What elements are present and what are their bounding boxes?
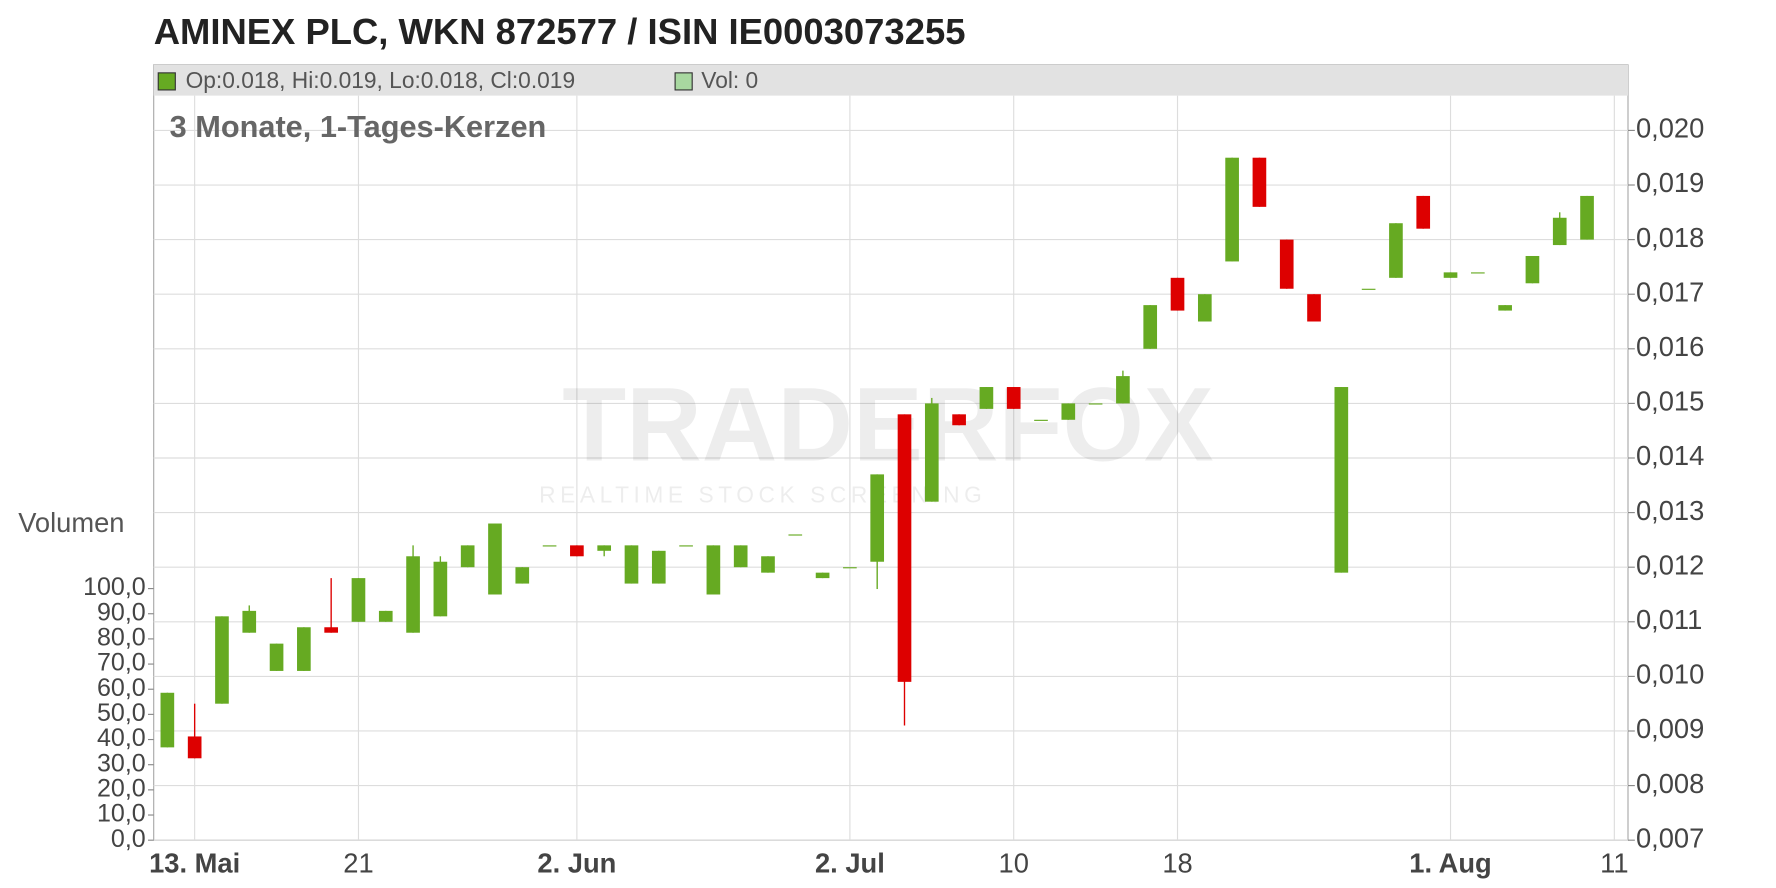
y2-tick-label: 0,0 — [111, 825, 146, 853]
legend-swatch-price — [157, 72, 176, 91]
candle-body — [1006, 387, 1021, 409]
legend-entry: Op:0.018, Hi:0.019, Lo:0.018, Cl:0.019 — [186, 67, 576, 93]
candle-body — [1225, 157, 1239, 262]
candle-body — [679, 545, 693, 547]
candle-body — [706, 545, 721, 595]
candle-body — [324, 627, 338, 633]
y-tick-label: 0,007 — [1636, 822, 1704, 853]
candle-body — [597, 545, 612, 551]
candle-body — [542, 545, 557, 547]
x-tick-label: 21 — [343, 847, 373, 878]
y-tick-label: 0,009 — [1636, 713, 1704, 744]
candle-body — [1525, 255, 1540, 284]
candle-body — [297, 627, 311, 671]
candle-body — [488, 523, 502, 595]
y2-tick-label: 100,0 — [83, 573, 146, 601]
candle-body — [378, 610, 393, 622]
y2-tick-label: 70,0 — [97, 649, 146, 677]
watermark-sub: REALTIME STOCK SCREENING — [539, 481, 986, 507]
y-tick-label: 0,013 — [1636, 495, 1704, 526]
candle-body — [406, 556, 420, 633]
candle-body — [433, 561, 448, 617]
candle-body — [1143, 305, 1158, 349]
candle-body — [1197, 294, 1212, 322]
y-tick-label: 0,011 — [1636, 604, 1702, 635]
x-tick-label: 2. Jun — [537, 847, 616, 878]
candle-body — [515, 567, 530, 584]
candle-body — [187, 736, 202, 759]
y-tick-label: 0,014 — [1636, 440, 1704, 471]
legend-bar — [153, 64, 1629, 96]
x-tick-label: 10 — [999, 847, 1029, 878]
candle-body — [1389, 223, 1403, 278]
y-tick-label: 0,008 — [1636, 768, 1704, 799]
candle-body — [269, 643, 284, 671]
y-tick-label: 0,015 — [1636, 386, 1704, 417]
candle-body — [160, 692, 175, 748]
x-tick-label: 13. Mai — [149, 847, 240, 878]
candle-body — [870, 474, 885, 562]
y2-tick-label: 90,0 — [97, 598, 146, 626]
candle-body — [1307, 294, 1321, 322]
candle-body — [733, 545, 748, 568]
plot-area — [153, 64, 1629, 841]
legend-entry: Vol: 0 — [701, 67, 758, 93]
candle-body — [1279, 239, 1294, 289]
chart-title: AMINEX PLC, WKN 872577 / ISIN IE00030732… — [154, 11, 966, 52]
candle-body — [215, 616, 229, 704]
y-tick-label: 0,016 — [1636, 331, 1704, 362]
candle-body — [1443, 272, 1458, 278]
y-tick-label: 0,019 — [1636, 167, 1704, 198]
candle-body — [815, 572, 830, 579]
candle-body — [1416, 195, 1431, 229]
y2-tick-label: 20,0 — [97, 774, 146, 802]
candle-body — [1470, 272, 1485, 274]
candle-body — [1088, 403, 1103, 405]
candle-body — [1580, 195, 1594, 240]
candle-body — [979, 387, 994, 409]
volume-axis-label: Volumen — [18, 507, 124, 538]
candle-body — [460, 545, 475, 568]
x-tick-label: 11 — [1600, 847, 1628, 878]
candle-body — [1498, 305, 1512, 311]
y-tick-label: 0,017 — [1636, 276, 1704, 307]
candle-body — [351, 578, 366, 622]
y-tick-label: 0,018 — [1636, 222, 1704, 253]
candle-body — [570, 545, 584, 557]
candle-body — [1170, 277, 1185, 311]
candle-body — [1552, 217, 1567, 246]
candle-body — [1061, 403, 1076, 420]
x-tick-label: 2. Jul — [815, 847, 885, 878]
legend-swatch-volume — [674, 72, 693, 91]
y-tick-label: 0,012 — [1636, 549, 1704, 580]
candle-body — [242, 610, 257, 633]
y2-tick-label: 10,0 — [97, 800, 146, 828]
candle-body — [924, 403, 939, 502]
candle-body — [1361, 288, 1376, 290]
y2-tick-label: 40,0 — [97, 724, 146, 752]
candle-body — [1334, 387, 1349, 573]
candle-body — [651, 550, 666, 584]
candle-body — [1116, 376, 1130, 404]
subtitle: 3 Monate, 1-Tages-Kerzen — [170, 109, 547, 144]
y2-tick-label: 30,0 — [97, 749, 146, 777]
candle-body — [843, 567, 857, 569]
candle-body — [761, 556, 775, 573]
y2-tick-label: 80,0 — [97, 624, 146, 652]
candle-body — [624, 545, 639, 584]
watermark: TRADERFOX — [562, 366, 1214, 483]
y-tick-label: 0,010 — [1636, 659, 1704, 690]
candle-body — [788, 534, 803, 536]
candle-body — [952, 414, 966, 426]
y-tick-label: 0,020 — [1636, 113, 1704, 144]
y2-tick-label: 60,0 — [97, 674, 146, 702]
candle-body — [897, 414, 912, 682]
x-tick-label: 1. Aug — [1409, 847, 1491, 878]
candle-body — [1034, 419, 1048, 421]
candle-body — [1252, 157, 1267, 207]
y2-tick-label: 50,0 — [97, 699, 146, 727]
x-tick-label: 18 — [1162, 847, 1192, 878]
